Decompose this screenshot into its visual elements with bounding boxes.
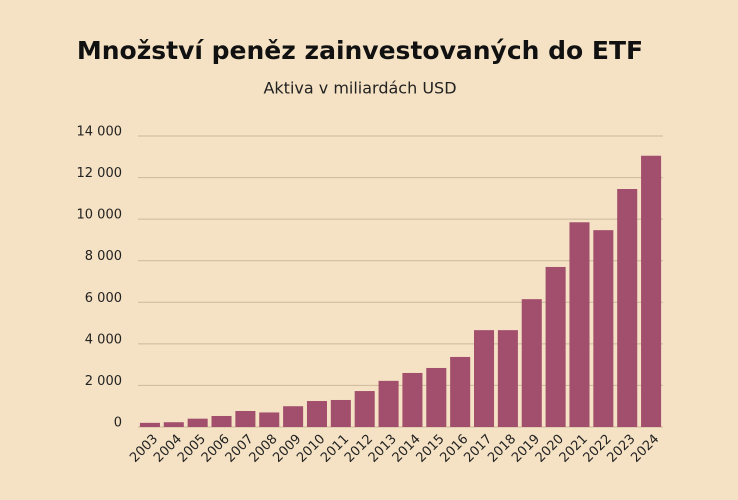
- bar: [259, 412, 280, 427]
- bar: [641, 155, 662, 427]
- bar: [139, 422, 160, 427]
- bar: [378, 380, 399, 427]
- bar: [426, 367, 447, 427]
- y-tick-label: 10 000: [77, 208, 123, 223]
- bar: [474, 330, 495, 427]
- chart-subtitle: Aktiva v miliardách USD: [263, 79, 456, 98]
- bar: [283, 406, 304, 427]
- y-tick-label: 12 000: [77, 166, 123, 181]
- bar: [354, 391, 375, 427]
- bar: [521, 299, 542, 427]
- bar: [235, 410, 256, 427]
- bar: [211, 415, 232, 427]
- bar: [569, 222, 590, 427]
- bar: [497, 330, 518, 427]
- y-tick-label: 8 000: [85, 249, 122, 264]
- bar: [330, 399, 351, 427]
- y-tick-label: 14 000: [77, 125, 123, 140]
- bar: [187, 418, 208, 427]
- bar: [593, 230, 614, 427]
- bar: [545, 266, 566, 427]
- bar: [402, 372, 423, 427]
- y-tick-label: 6 000: [85, 291, 122, 306]
- bar: [306, 401, 327, 427]
- chart-title: Množství peněz zainvestovaných do ETF: [77, 36, 643, 65]
- y-tick-label: 4 000: [85, 332, 122, 347]
- bar: [163, 422, 184, 427]
- y-tick-label: 2 000: [85, 374, 122, 389]
- bar: [450, 356, 471, 427]
- bar: [617, 189, 638, 427]
- y-tick-label: 0: [114, 416, 122, 431]
